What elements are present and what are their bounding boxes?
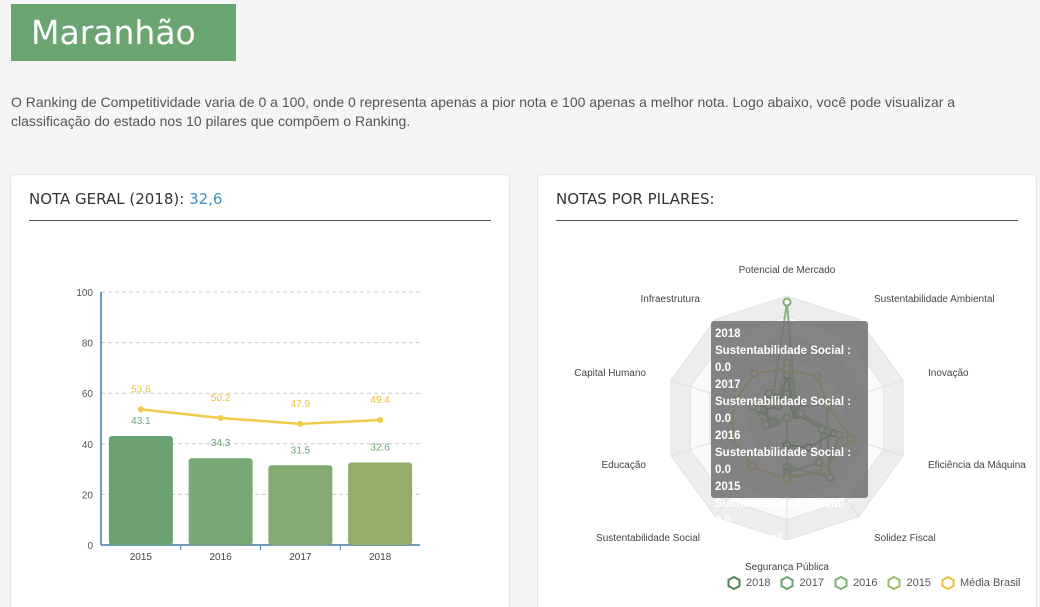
legend-item[interactable]: 2015 (887, 576, 931, 590)
radar-legend: 2018 2017 2016 2015 Média Brasil (727, 576, 1030, 590)
average-point (217, 414, 224, 421)
legend-item[interactable]: 2017 (780, 576, 824, 590)
average-line (140, 408, 381, 426)
x-tick-label: 2018 (369, 552, 392, 563)
average-value-label: 53.6 (131, 384, 151, 395)
hexagon-icon (727, 576, 741, 590)
intro-text: O Ranking de Competitividade varia de 0 … (11, 94, 956, 129)
overall-score-value: 32,6 (189, 190, 223, 208)
hexagon-icon (780, 576, 794, 590)
legend-item[interactable]: Média Brasil (941, 576, 1021, 590)
legend-label: 2017 (799, 577, 824, 589)
x-tick-label: 2016 (210, 552, 233, 563)
tooltip-line: Sustentabilidade Social : 0.0 (715, 345, 852, 374)
legend-label: 2016 (852, 577, 878, 589)
pillars-title: NOTAS POR PILARES: (556, 190, 1018, 221)
overall-score-title: NOTA GERAL (2018): (29, 190, 190, 208)
x-tick-label: 2017 (289, 552, 312, 563)
radar-axis-label: Sustentabilidade Social (596, 533, 700, 544)
y-tick-label: 100 (76, 288, 93, 299)
y-tick-label: 80 (82, 339, 94, 350)
bar (108, 435, 173, 545)
legend-item[interactable]: 2018 (727, 576, 770, 590)
bar-value-label: 32.6 (370, 443, 390, 454)
radar-axis-label: Sustentabilidade Ambiental (874, 294, 995, 305)
radar-axis-label: Capital Humano (574, 368, 646, 379)
average-point (297, 420, 304, 427)
y-tick-label: 0 (87, 541, 93, 552)
bar (188, 458, 253, 545)
radar-axis-label: Infraestrutura (641, 294, 701, 305)
bar (348, 462, 413, 545)
tooltip-line: Sustentabilidade Social : 0.0 (715, 498, 852, 527)
radar-axis-label: Potencial de Mercado (739, 265, 836, 276)
tooltip-line: 2018 (715, 328, 741, 340)
radar-axis-label: Segurança Pública (745, 562, 829, 573)
radar-axis-label: Educação (602, 460, 647, 471)
average-value-label: 50.2 (211, 393, 231, 404)
tooltip-line: Média Brasil (715, 532, 783, 544)
average-point (377, 417, 384, 424)
bar-value-label: 43.1 (131, 416, 151, 427)
tooltip-line: 2017 (715, 379, 741, 391)
y-tick-label: 20 (82, 490, 94, 501)
bar-value-label: 34.3 (211, 438, 231, 449)
legend-label: 2018 (746, 577, 771, 589)
tooltip-line: 2016 (715, 430, 741, 442)
bar (268, 465, 333, 545)
radar-axis-label: Solidez Fiscal (874, 533, 936, 544)
legend-item[interactable]: 2016 (834, 576, 877, 590)
radar-tooltip: 2018 Sustentabilidade Social : 0.0 2017 Sus… (711, 321, 868, 578)
legend-label: 2015 (906, 577, 931, 589)
radar-point (782, 297, 792, 307)
radar-axis-label: Eficiência da Máquina (928, 460, 1026, 471)
hexagon-icon (941, 576, 955, 590)
overall-score-header: NOTA GERAL (2018): 32,6 (29, 190, 491, 221)
overall-score-card: NOTA GERAL (2018): 32,6 (10, 174, 510, 607)
bar-value-label: 31.5 (291, 445, 311, 456)
average-value-label: 47.9 (291, 399, 311, 410)
x-tick-label: 2015 (130, 552, 153, 563)
average-point (137, 406, 144, 413)
tooltip-line: Sustentabilidade Social : 48.9 (715, 549, 852, 578)
radar-axis-label: Inovação (928, 368, 969, 379)
y-tick-label: 60 (82, 389, 94, 400)
state-title: Maranhão (11, 4, 236, 61)
hexagon-icon (887, 576, 901, 590)
hexagon-icon (834, 576, 848, 590)
average-value-label: 49.4 (370, 395, 390, 406)
y-tick-label: 40 (82, 440, 94, 451)
tooltip-line: Sustentabilidade Social : 0.0 (715, 447, 852, 476)
tooltip-line: Sustentabilidade Social : 0.0 (715, 396, 852, 425)
legend-label: Média Brasil (959, 577, 1021, 589)
tooltip-line: 2015 (715, 481, 741, 493)
